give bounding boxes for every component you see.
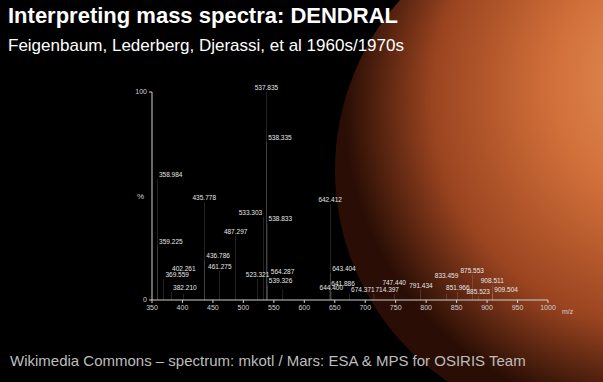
html-text:Wikimedia Commons – spectrum:: Wikimedia Commons – spectrum: mkotl / Ma… xyxy=(10,352,526,369)
svg-text:950: 950 xyxy=(512,304,524,311)
svg-text:537.835: 537.835 xyxy=(255,84,279,91)
svg-text:435.778: 435.778 xyxy=(193,194,217,201)
svg-text:538.335: 538.335 xyxy=(268,134,292,141)
svg-text:875.553: 875.553 xyxy=(460,267,484,274)
svg-text:885.523: 885.523 xyxy=(466,288,490,295)
svg-text:%: % xyxy=(137,192,144,201)
svg-text:800: 800 xyxy=(420,304,432,311)
svg-text:644.400: 644.400 xyxy=(320,284,344,291)
svg-text:850: 850 xyxy=(451,304,463,311)
html-text:Feigenbaum, Lederberg, Djerass: Feigenbaum, Lederberg, Djerassi, et al 1… xyxy=(8,36,404,55)
svg-text:400: 400 xyxy=(177,304,189,311)
html-text:Interpreting mass spectra: DEN: Interpreting mass spectra: DENDRAL xyxy=(8,3,398,28)
svg-text:747.440: 747.440 xyxy=(382,279,406,286)
svg-text:550: 550 xyxy=(268,304,280,311)
svg-text:500: 500 xyxy=(238,304,250,311)
svg-text:358.984: 358.984 xyxy=(159,171,183,178)
svg-text:909.504: 909.504 xyxy=(494,286,518,293)
svg-text:359.225: 359.225 xyxy=(159,238,183,245)
svg-text:402.261: 402.261 xyxy=(172,265,196,272)
svg-text:m/z: m/z xyxy=(562,308,574,315)
svg-text:538.833: 538.833 xyxy=(269,215,293,222)
svg-text:674.371: 674.371 xyxy=(351,286,375,293)
svg-text:350: 350 xyxy=(146,304,158,311)
svg-text:539.326: 539.326 xyxy=(269,277,293,284)
svg-text:1000: 1000 xyxy=(540,304,556,311)
svg-text:436.786: 436.786 xyxy=(206,252,230,259)
svg-text:533.303: 533.303 xyxy=(239,209,263,216)
svg-text:369.559: 369.559 xyxy=(165,271,189,278)
svg-text:851.966: 851.966 xyxy=(446,283,470,291)
svg-text:833.459: 833.459 xyxy=(435,272,459,279)
svg-text:791.434: 791.434 xyxy=(409,282,433,289)
svg-text:382.210: 382.210 xyxy=(173,284,197,291)
svg-text:700: 700 xyxy=(359,304,371,311)
svg-text:0: 0 xyxy=(143,296,147,303)
svg-text:714.397: 714.397 xyxy=(375,286,399,293)
svg-text:750: 750 xyxy=(390,304,402,311)
svg-text:900: 900 xyxy=(481,304,493,311)
svg-text:461.275: 461.275 xyxy=(208,263,232,270)
svg-text:100: 100 xyxy=(135,88,147,95)
svg-text:450: 450 xyxy=(207,304,219,311)
svg-text:523.321: 523.321 xyxy=(246,271,270,278)
svg-text:564.287: 564.287 xyxy=(271,268,295,275)
svg-text:642.412: 642.412 xyxy=(318,196,342,203)
svg-text:600: 600 xyxy=(298,304,310,311)
svg-text:487.297: 487.297 xyxy=(224,228,248,235)
svg-text:643.404: 643.404 xyxy=(332,265,356,272)
svg-text:641.886: 641.886 xyxy=(331,279,355,287)
svg-text:908.511: 908.511 xyxy=(481,277,504,284)
svg-text:650: 650 xyxy=(329,304,341,311)
